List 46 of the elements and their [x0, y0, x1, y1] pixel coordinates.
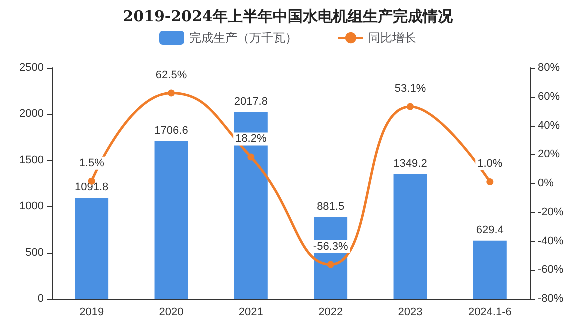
data-label: 1.5%: [79, 157, 105, 170]
point: [327, 261, 334, 268]
data-label: 18.2%: [236, 133, 267, 146]
data-label: 2017.8: [234, 96, 268, 108]
data-label: 53.1%: [394, 82, 426, 95]
legend-label: 完成生产（万千瓦）: [190, 31, 298, 45]
x-tick-label: 2023: [398, 306, 423, 318]
y2-tick-label: -20%: [538, 206, 564, 218]
y2-tick-label: 0%: [538, 178, 554, 190]
y2-tick-label: 40%: [538, 120, 560, 132]
y-tick-label: 1500: [20, 154, 44, 166]
bar: [394, 174, 428, 299]
y2-tick-label: 20%: [538, 148, 560, 161]
x-tick-label: 2020: [159, 306, 184, 318]
data-label: 1.0%: [478, 158, 503, 170]
y-tick-label: 2500: [20, 62, 44, 74]
data-label: 1349.2: [394, 158, 428, 170]
y-tick-label: 0: [38, 293, 44, 305]
bar: [234, 112, 268, 299]
data-label: 881.5: [317, 201, 345, 214]
x-tick-label: 2022: [318, 306, 344, 318]
point: [168, 90, 175, 97]
point: [486, 178, 494, 186]
y2-tick-label: -60%: [538, 264, 564, 276]
data-label: 1091.8: [75, 182, 109, 194]
x-tick-label: 2024.1-6: [468, 306, 512, 318]
point: [248, 154, 255, 161]
bar: [473, 240, 507, 299]
bar: [154, 141, 188, 299]
bar: [75, 198, 109, 299]
legend-label: 同比增长: [368, 31, 416, 45]
y-tick-label: 1000: [20, 200, 44, 213]
x-tick-label: 2019: [80, 306, 104, 318]
data-label: 1706.6: [154, 124, 188, 137]
data-label: 629.4: [476, 224, 504, 236]
y-tick-label: 500: [26, 246, 44, 259]
y2-tick-label: -80%: [538, 293, 564, 305]
data-label: 62.5%: [156, 69, 188, 82]
point: [407, 103, 414, 110]
x-tick-label: 2021: [238, 306, 264, 318]
y2-tick-label: 80%: [538, 62, 560, 74]
y2-tick-label: 60%: [538, 90, 560, 103]
data-label: -56.3%: [313, 240, 348, 253]
y2-tick-label: -40%: [538, 235, 564, 248]
y-tick-label: 2000: [20, 108, 44, 120]
chart-title: 2019-2024年上半年中国水电机组生产完成情况: [123, 8, 454, 26]
